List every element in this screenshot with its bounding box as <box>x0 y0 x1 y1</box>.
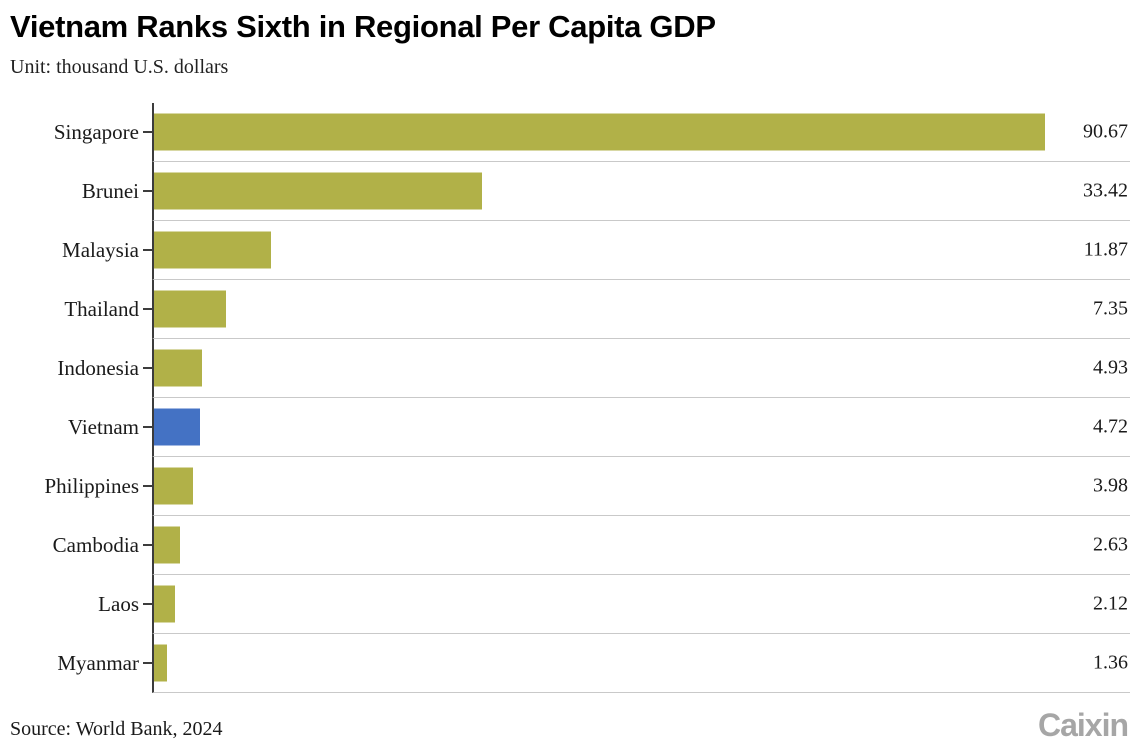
unit-label: Unit: thousand U.S. dollars <box>10 55 229 78</box>
bar <box>154 467 194 505</box>
category-text: Indonesia <box>57 355 139 380</box>
plot-area: 11.87 <box>152 220 1130 280</box>
value-label: 3.98 <box>1093 474 1128 497</box>
value-label: 2.12 <box>1093 592 1128 615</box>
axis-tick <box>143 603 152 606</box>
bar <box>154 644 168 682</box>
bar <box>154 231 271 269</box>
axis-tick <box>143 485 152 488</box>
category-label: Cambodia <box>10 516 152 575</box>
value-label: 2.63 <box>1093 533 1128 556</box>
category-label: Indonesia <box>10 339 152 398</box>
category-label: Vietnam <box>10 398 152 457</box>
category-label: Malaysia <box>10 221 152 280</box>
category-label: Myanmar <box>10 634 152 693</box>
chart-row: Singapore 90.67 <box>10 102 1130 162</box>
plot-area: 3.98 <box>152 456 1130 516</box>
category-text: Thailand <box>64 296 139 321</box>
value-label: 4.93 <box>1093 356 1128 379</box>
plot-area: 33.42 <box>152 161 1130 221</box>
value-label: 33.42 <box>1083 179 1128 202</box>
category-text: Malaysia <box>62 237 139 262</box>
footer: Source: World Bank, 2024 Caixin <box>10 709 1130 741</box>
bar <box>154 290 227 328</box>
chart-rows: Singapore 90.67 Brunei 33.42 Malaysia 11.87 Th… <box>10 102 1130 693</box>
bar <box>154 113 1046 151</box>
axis-tick <box>143 249 152 252</box>
chart-row: Indonesia 4.93 <box>10 338 1130 398</box>
category-text: Brunei <box>81 178 139 203</box>
category-text: Laos <box>98 591 139 616</box>
axis-tick <box>143 426 152 429</box>
chart-row: Brunei 33.42 <box>10 161 1130 221</box>
axis-tick <box>143 308 152 311</box>
category-label: Brunei <box>10 162 152 221</box>
category-text: Philippines <box>44 473 139 498</box>
chart-row: Thailand 7.35 <box>10 279 1130 339</box>
axis-tick <box>143 662 152 665</box>
plot-area: 7.35 <box>152 279 1130 339</box>
category-text: Cambodia <box>52 532 139 557</box>
category-text: Singapore <box>53 119 139 144</box>
value-label: 1.36 <box>1093 651 1128 674</box>
axis-tick <box>143 544 152 547</box>
axis-tick <box>143 367 152 370</box>
bar <box>154 172 483 210</box>
plot-area: 2.12 <box>152 574 1130 634</box>
plot-area: 2.63 <box>152 515 1130 575</box>
chart-row: Myanmar 1.36 <box>10 633 1130 693</box>
caixin-logo: Caixin <box>1037 706 1129 743</box>
category-label: Laos <box>10 575 152 634</box>
plot-area: 90.67 <box>152 102 1130 162</box>
bar <box>154 526 180 564</box>
category-label: Thailand <box>10 280 152 339</box>
value-label: 11.87 <box>1083 238 1128 261</box>
chart-title: Vietnam Ranks Sixth in Regional Per Capi… <box>10 9 716 44</box>
bar <box>154 408 201 446</box>
plot-area: 4.93 <box>152 338 1130 398</box>
axis-tick <box>143 190 152 193</box>
chart-row: Cambodia 2.63 <box>10 515 1130 575</box>
category-text: Vietnam <box>67 414 139 439</box>
category-label: Singapore <box>10 103 152 162</box>
bar <box>154 349 203 387</box>
chart-row: Laos 2.12 <box>10 574 1130 634</box>
category-text: Myanmar <box>57 650 139 675</box>
value-label: 4.72 <box>1093 415 1128 438</box>
value-label: 7.35 <box>1093 297 1128 320</box>
bar-chart: Singapore 90.67 Brunei 33.42 Malaysia 11.87 Th… <box>10 102 1130 693</box>
plot-area: 1.36 <box>152 633 1130 693</box>
bar <box>154 585 175 623</box>
chart-row: Philippines 3.98 <box>10 456 1130 516</box>
axis-tick <box>143 131 152 134</box>
category-label: Philippines <box>10 457 152 516</box>
chart-row: Vietnam 4.72 <box>10 397 1130 457</box>
source-note: Source: World Bank, 2024 <box>10 717 223 740</box>
plot-area: 4.72 <box>152 397 1130 457</box>
value-label: 90.67 <box>1083 120 1128 143</box>
chart-row: Malaysia 11.87 <box>10 220 1130 280</box>
